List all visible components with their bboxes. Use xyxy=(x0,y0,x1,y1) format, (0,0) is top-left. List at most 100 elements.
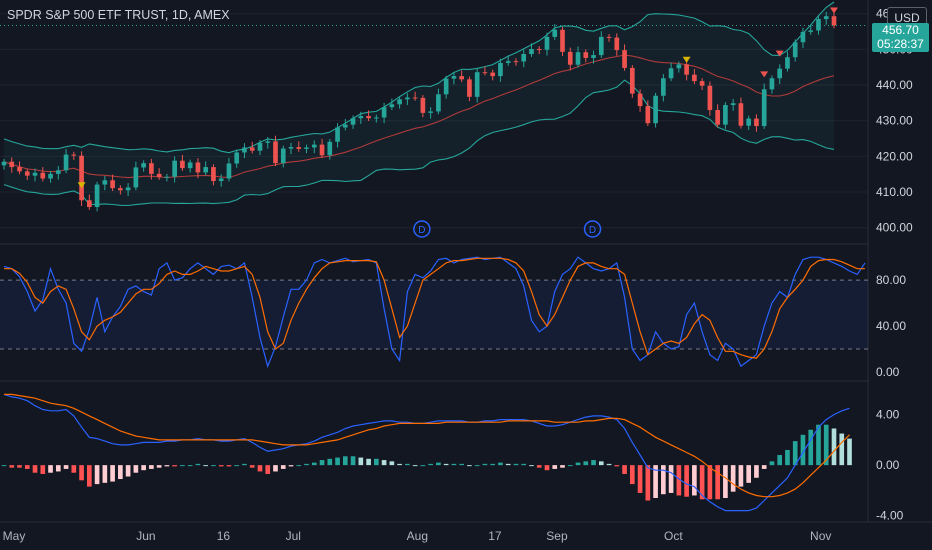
macd-histogram-bar xyxy=(1,465,7,467)
candle-body xyxy=(552,29,558,37)
macd-histogram-bar xyxy=(459,463,464,466)
macd-histogram-bar xyxy=(211,465,216,467)
macd-histogram-bar xyxy=(684,465,689,497)
candle-body xyxy=(513,61,519,63)
dividend-marker xyxy=(583,220,602,238)
candle-body xyxy=(637,93,643,107)
macd-histogram-bar xyxy=(428,463,433,466)
candle-body xyxy=(428,111,433,113)
candle-body xyxy=(730,103,736,106)
candle-body xyxy=(9,161,15,168)
signal-triangle-marker xyxy=(77,182,86,189)
candle-body xyxy=(536,49,542,51)
candle-body xyxy=(405,97,410,100)
macd-histogram-bar xyxy=(591,460,596,466)
candle-body xyxy=(467,79,472,97)
last-price-tag: 456.70 05:28:37 xyxy=(872,23,929,52)
candle-body xyxy=(567,51,573,65)
macd-histogram-bar xyxy=(552,465,558,469)
macd-histogram-bar xyxy=(24,465,30,469)
price-tick-label: 420.00 xyxy=(876,149,913,163)
stoch-tick-label: 80.00 xyxy=(876,273,906,287)
candle-body xyxy=(591,55,596,58)
macd-histogram-bar xyxy=(420,465,426,467)
stochastic-panel[interactable] xyxy=(0,256,868,369)
macd-histogram-bar xyxy=(521,463,527,466)
candle-body xyxy=(1,161,7,166)
candle-body xyxy=(823,16,829,20)
candle-body xyxy=(583,52,589,58)
bar-countdown: 05:28:37 xyxy=(877,37,924,51)
candle-body xyxy=(529,49,534,55)
candle-body xyxy=(746,118,751,126)
candle-body xyxy=(249,147,255,151)
macd-histogram-bar xyxy=(637,465,643,493)
macd-histogram-bar xyxy=(350,456,356,466)
macd-histogram-bar xyxy=(17,465,22,468)
candle-body xyxy=(273,141,278,164)
macd-histogram-bar xyxy=(125,465,131,477)
macd-histogram-bar xyxy=(816,424,821,466)
macd-panel[interactable] xyxy=(1,393,852,512)
macd-histogram-bar xyxy=(94,465,100,485)
dividend-marker xyxy=(413,220,431,238)
candle-body xyxy=(17,167,22,172)
macd-histogram-bar xyxy=(467,465,472,467)
candle-body xyxy=(180,160,185,169)
macd-histogram-bar xyxy=(761,465,767,469)
macd-histogram-bar xyxy=(661,465,666,495)
macd-histogram-bar xyxy=(102,465,108,483)
candle-body xyxy=(195,162,201,173)
candle-body xyxy=(614,37,620,51)
macd-histogram-bar xyxy=(32,465,38,473)
signal-triangle-marker xyxy=(760,71,769,78)
macd-histogram-bar xyxy=(583,461,589,466)
candle-body xyxy=(684,64,689,75)
candle-body xyxy=(389,104,395,108)
macd-histogram-bar xyxy=(374,458,379,466)
candle-body xyxy=(699,81,705,86)
axis-labels: 400.00410.00420.00430.00440.00450.00460.… xyxy=(3,7,913,543)
macd-histogram-bar xyxy=(800,434,806,466)
macd-histogram-bar xyxy=(180,465,185,467)
candle-body xyxy=(831,16,837,26)
candle-body xyxy=(118,188,123,191)
candle-body xyxy=(629,67,635,94)
candle-body xyxy=(265,141,271,143)
x-axis-label: Jun xyxy=(136,529,155,543)
bollinger-basis-line xyxy=(3,54,835,179)
macd-histogram-bar xyxy=(715,465,720,500)
macd-histogram-bar xyxy=(653,465,658,498)
price-tick-label: 440.00 xyxy=(876,78,913,92)
candle-body xyxy=(125,187,131,191)
macd-histogram-bar xyxy=(296,465,302,467)
macd-histogram-bar xyxy=(273,465,278,472)
macd-histogram-bar xyxy=(498,462,503,466)
macd-histogram-bar xyxy=(567,465,573,467)
candle-body xyxy=(645,106,651,124)
macd-histogram-bar xyxy=(87,465,92,487)
candle-body xyxy=(816,19,821,31)
macd-histogram-bar xyxy=(280,465,286,469)
candle-body xyxy=(55,170,61,174)
candle-body xyxy=(777,68,783,79)
macd-histogram-bar xyxy=(218,465,224,467)
macd-histogram-bar xyxy=(55,465,61,472)
signal-triangle-marker xyxy=(682,56,691,63)
macd-histogram-bar xyxy=(48,465,53,473)
macd-histogram-bar xyxy=(288,465,294,467)
macd-histogram-bar xyxy=(513,463,519,466)
macd-histogram-bar xyxy=(63,465,69,469)
candle-body xyxy=(769,78,775,90)
candle-body xyxy=(761,89,767,127)
macd-histogram-bar xyxy=(754,465,759,478)
candle-body xyxy=(342,124,348,128)
macd-histogram-bar xyxy=(311,462,317,466)
macd-histogram-bar xyxy=(785,449,790,466)
candle-body xyxy=(296,147,302,149)
candle-body xyxy=(71,154,77,156)
macd-histogram-bar xyxy=(746,465,751,483)
macd-histogram-bar xyxy=(405,463,410,466)
